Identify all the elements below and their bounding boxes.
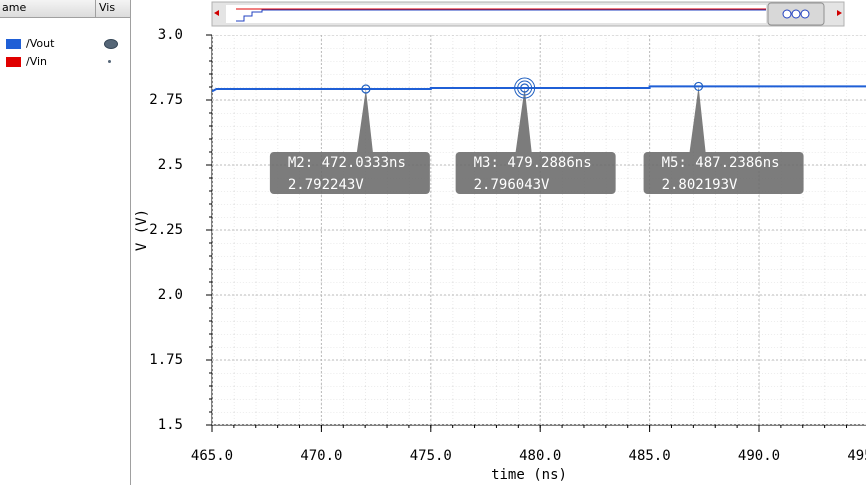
x-tick-label: 465.0 — [191, 448, 233, 464]
marker-ring — [517, 80, 533, 96]
marker-ring — [514, 77, 536, 99]
visibility-icon[interactable] — [108, 60, 111, 63]
series-line — [212, 85, 866, 93]
x-tick-label: 470.0 — [300, 448, 342, 464]
panel-header: ame Vis — [0, 0, 130, 18]
marker-text: 2.802193V — [662, 177, 738, 193]
header-name: ame — [2, 1, 27, 14]
x-tick-label: 485.0 — [629, 448, 671, 464]
marker-box — [455, 152, 616, 194]
y-tick-label: 2.0 — [158, 287, 183, 303]
y-tick-label: 2.25 — [149, 222, 183, 238]
header-vis: Vis — [99, 1, 116, 14]
x-tick-label: 495.0 — [847, 448, 866, 464]
marker — [361, 84, 371, 94]
y-tick-label: 1.75 — [149, 352, 183, 368]
y-tick-label: 3.0 — [158, 27, 183, 43]
marker-pointer — [515, 88, 532, 152]
marker-text: M3: 479.2886ns — [474, 155, 592, 171]
visibility-icon[interactable] — [104, 39, 118, 49]
legend-label: /Vout — [26, 37, 55, 50]
marker-box — [269, 152, 430, 194]
x-tick-label: 490.0 — [738, 448, 780, 464]
marker — [520, 83, 530, 93]
marker-pointer — [689, 86, 706, 152]
marker-text: 2.796043V — [474, 177, 550, 193]
x-tick-label: 480.0 — [519, 448, 561, 464]
overview — [211, 1, 845, 27]
y-tick-label: 1.5 — [158, 417, 183, 433]
marker-text: M2: 472.0333ns — [288, 155, 406, 171]
legend-label: /Vin — [26, 55, 48, 68]
minor-grid — [212, 35, 866, 425]
legend-swatch — [6, 39, 21, 49]
y-axis-label: V (V) — [134, 209, 150, 251]
x-axis-label: time (ns) — [491, 467, 567, 483]
y-tick-label: 2.5 — [158, 157, 183, 173]
marker — [693, 81, 704, 92]
legend-swatch — [6, 57, 21, 67]
x-tick-label: 475.0 — [410, 448, 452, 464]
y-tick-label: 2.75 — [149, 92, 183, 108]
marker-pointer — [356, 89, 373, 152]
marker-box — [643, 152, 804, 194]
marker-text: 2.792243V — [288, 177, 364, 193]
marker-text: M5: 487.2386ns — [662, 155, 780, 171]
legend-entry[interactable]: /Vout — [0, 36, 130, 52]
legend-entry[interactable]: /Vin — [0, 54, 130, 70]
signal-panel: ame Vis /Vout/Vin — [0, 0, 131, 485]
